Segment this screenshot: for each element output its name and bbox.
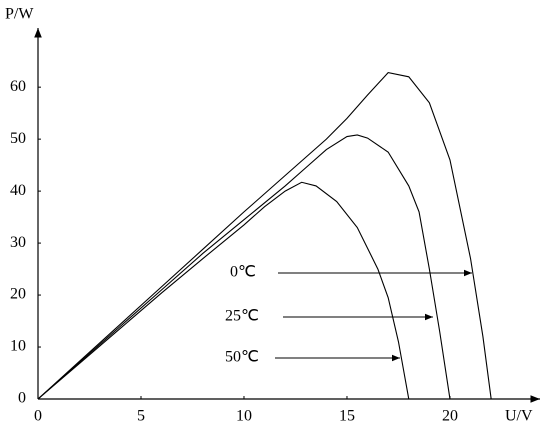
curve (37, 72, 492, 400)
y-tick-label: 10 (10, 338, 26, 355)
curve-label: 25℃ (225, 308, 259, 325)
x-tick-label: 0 (34, 408, 42, 425)
curve-label: 0℃ (230, 264, 256, 281)
curve (37, 134, 451, 400)
curve-label: 50℃ (225, 349, 259, 366)
y-tick-label: 40 (10, 182, 26, 199)
y-axis-label: P/W (5, 6, 34, 23)
y-tick-label: 60 (10, 78, 26, 95)
x-tick-label: 10 (236, 408, 252, 425)
y-tick-label: 50 (10, 130, 26, 147)
y-tick-label: 20 (10, 286, 26, 303)
x-axis-label: U/V (505, 408, 533, 425)
y-tick-label: 30 (10, 234, 26, 251)
y-tick-label: 0 (18, 390, 26, 407)
x-tick-label: 15 (339, 408, 355, 425)
x-tick-label: 20 (442, 408, 458, 425)
x-tick-label: 5 (137, 408, 145, 425)
curve (37, 181, 410, 400)
